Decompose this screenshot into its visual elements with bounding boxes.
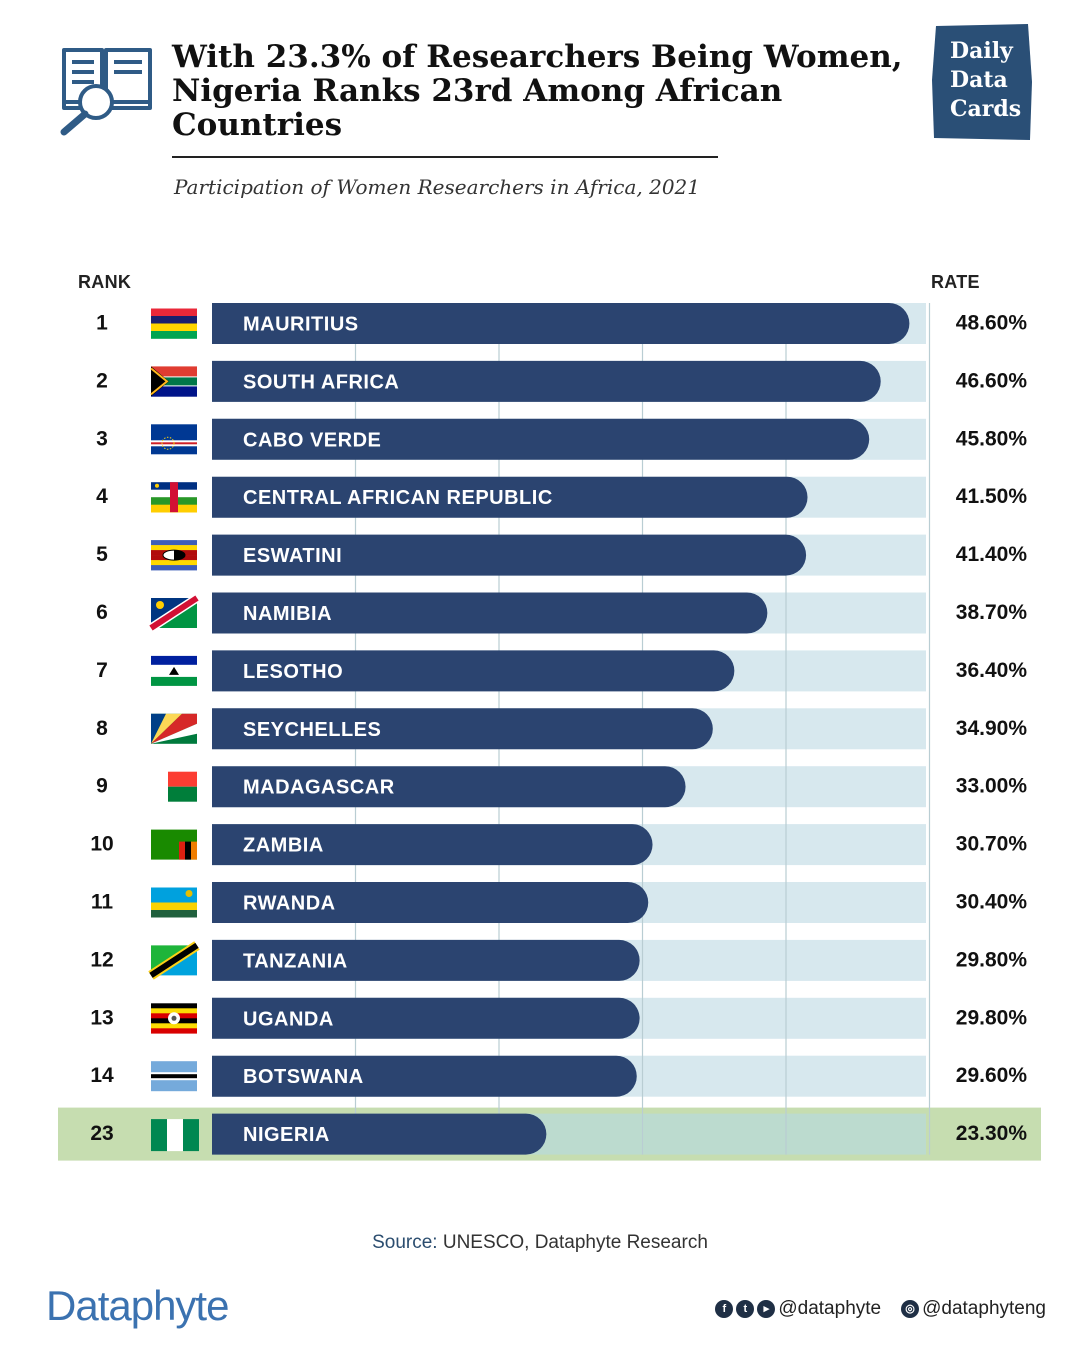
badge-line-1: Daily: [950, 38, 1013, 64]
flag-rwanda: [151, 887, 197, 918]
bar-lesotho: [212, 650, 735, 692]
title-divider: [172, 156, 718, 158]
bar-tanzania: [212, 939, 640, 981]
country-label: ESWATINI: [243, 545, 342, 567]
rate-label: 29.80%: [956, 1006, 1028, 1029]
bar-madagascar: [212, 766, 686, 808]
bar-rwanda: [212, 882, 649, 923]
rate-label: 41.50%: [956, 485, 1028, 508]
source-label: Source:: [372, 1232, 438, 1253]
rate-label: 45.80%: [956, 427, 1028, 450]
flag-botswana: [151, 1061, 197, 1092]
badge-line-3: Cards: [950, 96, 1022, 122]
rate-label: 29.80%: [956, 948, 1028, 971]
country-label: TANZANIA: [243, 950, 348, 972]
rate-label: 33.00%: [956, 775, 1028, 798]
social-handles: f t ▸ @dataphyte ◎ @dataphyteng: [715, 1298, 1046, 1320]
rate-label: 29.60%: [956, 1064, 1028, 1087]
bar-mauritius: [212, 303, 910, 344]
country-label: RWANDA: [243, 893, 336, 915]
dataphyte-logo: Dataphyte: [46, 1282, 229, 1329]
bar-central-african-republic: [212, 476, 808, 518]
rank-label: 13: [90, 1006, 113, 1029]
bar-eswatini: [212, 534, 807, 576]
bar-seychelles: [212, 708, 713, 750]
youtube-icon: ▸: [757, 1300, 776, 1318]
rank-label: 5: [96, 543, 108, 566]
chart-subtitle: Participation of Women Researchers in Af…: [174, 175, 700, 199]
rank-label: 7: [96, 659, 108, 682]
flag-seychelles: [151, 713, 197, 744]
bar-namibia: [212, 592, 768, 634]
country-label: CABO VERDE: [243, 429, 381, 451]
country-label: NAMIBIA: [243, 603, 332, 625]
flag-madagascar: [151, 771, 197, 802]
country-label: MAURITIUS: [243, 314, 359, 336]
country-label: NIGERIA: [243, 1124, 330, 1146]
flag-tanzania: [148, 941, 200, 980]
bar-botswana: [212, 1055, 637, 1097]
rate-label: 30.40%: [956, 891, 1028, 914]
country-label: SOUTH AFRICA: [243, 371, 399, 393]
country-label: UGANDA: [243, 1008, 334, 1030]
flag-namibia: [148, 594, 200, 632]
country-label: SEYCHELLES: [243, 719, 381, 741]
facebook-icon: f: [715, 1300, 734, 1318]
rank-label: 9: [96, 775, 108, 798]
rank-label: 10: [90, 833, 113, 856]
rank-label: 1: [96, 312, 108, 335]
rate-label: 30.70%: [956, 833, 1028, 856]
bar-zambia: [212, 824, 653, 866]
bar-nigeria: [212, 1113, 547, 1155]
rank-label: 2: [96, 369, 108, 392]
rate-label: 48.60%: [956, 312, 1028, 335]
rate-label: 36.40%: [956, 659, 1028, 682]
rank-label: 11: [91, 891, 114, 914]
country-label: ZAMBIA: [243, 835, 324, 857]
rank-label: 6: [96, 601, 108, 624]
country-label: CENTRAL AFRICAN REPUBLIC: [243, 487, 553, 509]
rate-column-header: RATE: [931, 272, 980, 292]
flag-south-africa: [150, 366, 197, 397]
bar-south-africa: [212, 360, 881, 402]
rank-label: 12: [90, 948, 113, 971]
rank-label: 4: [96, 485, 108, 508]
twitter-icon: t: [736, 1300, 755, 1318]
daily-data-cards-badge: Daily Data Cards: [930, 22, 1034, 142]
bar-uganda: [212, 997, 640, 1039]
flag-cabo-verde: [151, 424, 197, 455]
source-note: Source: UNESCO, Dataphyte Research: [0, 1232, 1080, 1254]
rank-label: 14: [90, 1064, 114, 1087]
country-label: LESOTHO: [243, 661, 343, 683]
instagram-icon: ◎: [901, 1300, 920, 1318]
rate-label: 38.70%: [956, 601, 1028, 624]
source-text: UNESCO, Dataphyte Research: [442, 1232, 708, 1253]
bar-chart: MAURITIUS 1 48.60% SOUTH AFRICA 2 46.60% CABO …: [58, 303, 1041, 1161]
social-handle-dataphyte: @dataphyte: [778, 1298, 882, 1319]
flag-lesotho: [151, 655, 197, 686]
country-label: MADAGASCAR: [243, 777, 395, 799]
flag-zambia: [151, 829, 197, 860]
rate-label: 41.40%: [956, 543, 1028, 566]
flag-nigeria: [151, 1119, 199, 1152]
rate-label: 23.30%: [956, 1122, 1028, 1145]
rank-column-header: RANK: [78, 272, 132, 292]
chart-title: With 23.3% of Researchers Being Women, N…: [172, 39, 903, 143]
rank-label: 8: [96, 717, 108, 740]
rate-label: 46.60%: [956, 369, 1028, 392]
country-label: BOTSWANA: [243, 1066, 364, 1088]
rate-label: 34.90%: [956, 717, 1028, 740]
flag-eswatini: [151, 540, 197, 571]
flag-central-african-republic: [151, 482, 197, 513]
book-search-icon: [60, 48, 152, 136]
badge-line-2: Data: [950, 67, 1008, 93]
social-handle-dataphyteng: @dataphyteng: [922, 1298, 1046, 1319]
rank-label: 3: [96, 427, 108, 450]
rank-label: 23: [90, 1122, 113, 1145]
flag-mauritius: [151, 308, 197, 339]
flag-uganda: [151, 1003, 197, 1034]
bar-cabo-verde: [212, 418, 870, 460]
